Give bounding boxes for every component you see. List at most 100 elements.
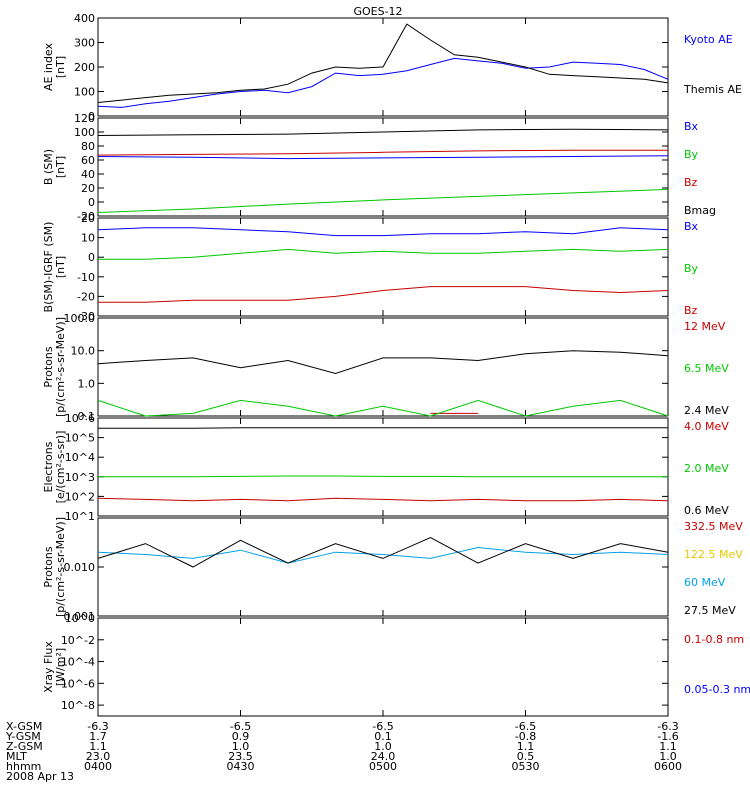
footer-cell: 1.1 [517, 740, 535, 753]
panel-frame [97, 417, 669, 517]
series-line [98, 427, 668, 429]
legend-entry: 27.5 MeV [684, 604, 736, 617]
panel-3: -30 -20 -10 0 10 20 B(SM)-IGRF (SM) [nT] Bx By Bz [42, 212, 699, 323]
footer-cell: -6.5 [230, 720, 251, 733]
legend-entry: 12 MeV [684, 320, 726, 333]
y-tick-label: 10^-2 [61, 634, 95, 647]
legend-entry: Bz [684, 176, 698, 189]
panel-1: 0 100 200 300 400 AE index [nT] Kyoto AE Themis … [42, 12, 742, 123]
y-tick-label: 200 [74, 61, 95, 74]
footer-cell: -6.3 [657, 720, 678, 733]
panel-4: 0.1 1.0 10.0 100.0 Protons [p/(cm²-s-sr-MeV)]… [42, 312, 729, 423]
y-tick-label: -20 [77, 290, 95, 303]
series-line [97, 188, 669, 213]
legend: 4.0 MeV 2.0 MeV 0.6 MeV [684, 420, 729, 517]
footer-cell: 0600 [654, 760, 682, 773]
footer-cell: 0430 [227, 760, 255, 773]
panel-frame [97, 617, 669, 717]
legend: Kyoto AE Themis AE [683, 33, 742, 96]
y-tick-label: 0 [88, 110, 95, 123]
y-tick-label: -30 [77, 310, 95, 323]
y-axis-label: [p/(cm²-s-sr-MeV)] [54, 517, 67, 617]
footer-cell: 23.0 [86, 750, 111, 763]
series-line [97, 227, 669, 237]
y-tick-label: 100 [74, 126, 95, 139]
series-line [97, 350, 669, 375]
footer-cell: 0400 [84, 760, 112, 773]
footer-cell: 1.7 [89, 730, 107, 743]
panel-frame [97, 517, 669, 617]
panel-frame [97, 117, 669, 217]
footer-cell: -6.3 [87, 720, 108, 733]
legend-entry: 4.0 MeV [684, 420, 729, 433]
footer-cell: -1.6 [657, 730, 678, 743]
y-axis-label: [nT] [54, 156, 67, 178]
y-tick-label: 1.0 [78, 377, 96, 390]
footer-cell: 1.1 [659, 740, 677, 753]
legend-entry: By [684, 262, 699, 275]
legend-entry: By [684, 148, 699, 161]
footer-cell: 23.5 [228, 750, 253, 763]
legend-entry: 332.5 MeV [684, 520, 743, 533]
legend-entry: Bx [684, 120, 699, 133]
panel-5: 10^1 10^2 10^3 10^4 10^5 10^6 Electrons [e/(cm²… [42, 412, 729, 523]
series-line [98, 248, 669, 260]
y-axis-label: [nT] [54, 256, 67, 278]
footer-cell: -6.5 [515, 720, 536, 733]
y-tick-label: 10^0 [65, 612, 95, 625]
y-tick-label: 10^6 [65, 412, 95, 425]
y-tick-label: -20 [77, 210, 95, 223]
series-line [97, 128, 669, 136]
series-line [97, 399, 669, 417]
footer-cell: 0.5 [517, 750, 535, 763]
y-tick-label: 10^5 [65, 432, 95, 445]
plot-title: GOES-12 [353, 5, 402, 18]
legend: Bx By Bz Bmag [684, 120, 716, 217]
y-tick-label: 400 [74, 12, 95, 25]
y-tick-label: 0.010 [64, 561, 96, 574]
footer-cell: 1.1 [89, 740, 107, 753]
y-axis-label: [e/(cm²-s-sr)] [54, 431, 67, 504]
legend: 0.1-0.8 nm 0.05-0.3 nm [684, 633, 750, 696]
y-axis-label: Xray Flux [42, 641, 55, 693]
footer-cell: 0530 [512, 760, 540, 773]
y-tick-label: 10^3 [65, 471, 95, 484]
y-tick-label: 120 [74, 112, 95, 125]
y-tick-label: 10^-6 [61, 677, 95, 690]
y-tick-label: 0.001 [64, 610, 96, 623]
footer-row-label: hhmm [6, 760, 41, 773]
y-axis-label: [p/(cm²-s-sr-MeV)] [54, 317, 67, 417]
legend-entry: 0.6 MeV [684, 504, 729, 517]
y-tick-label: 0 [88, 251, 95, 264]
series-line [98, 475, 668, 478]
legend-entry: 0.05-0.3 nm [684, 683, 750, 696]
y-tick-label: 10 [81, 232, 95, 245]
footer-cell: 1.0 [232, 740, 250, 753]
footer-cell: 24.0 [371, 750, 396, 763]
series-line [98, 286, 669, 303]
footer-cell: 1.0 [659, 750, 677, 763]
footer-cell: -0.8 [515, 730, 536, 743]
legend-entry: 122.5 MeV [684, 548, 743, 561]
y-tick-label: 0.1 [78, 410, 96, 423]
legend-entry: Bz [684, 304, 698, 317]
y-axis-label: B(SM)-IGRF (SM) [42, 222, 55, 313]
y-tick-label: 20 [81, 212, 95, 225]
y-tick-label: 60 [81, 154, 95, 167]
y-tick-label: -10 [77, 271, 95, 284]
legend-entry: 60 MeV [684, 576, 726, 589]
legend: Bx By Bz [684, 220, 699, 317]
panel-7: 10^-8 10^-6 10^-4 10^-2 10^0 Xray Flux [W/m²] 0… [42, 612, 750, 717]
legend-entry: Bmag [684, 204, 716, 217]
legend-entry: 2.4 MeV [684, 404, 729, 417]
ephemeris-footer: X-GSMY-GSMZ-GSMMLThhmm-6.31.71.123.00400… [5, 720, 682, 783]
y-axis-label: AE index [42, 42, 55, 91]
y-tick-label: 100 [74, 86, 95, 99]
y-axis-label: [nT] [54, 56, 67, 78]
series-line [97, 546, 669, 564]
series-line [97, 23, 669, 103]
footer-cell: 0.9 [232, 730, 250, 743]
y-tick-label: 100.0 [64, 312, 96, 325]
